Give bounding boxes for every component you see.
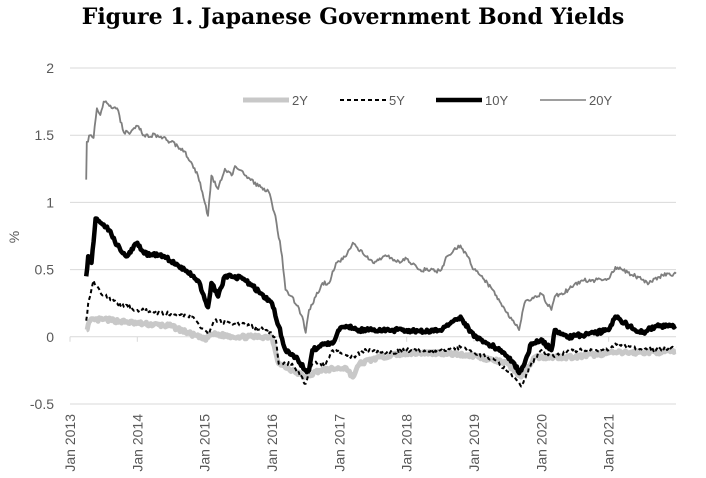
x-tick-label: Jan 2020	[533, 414, 549, 472]
y-tick-label: -0.5	[30, 396, 54, 412]
x-tick-label: Jan 2014	[129, 414, 145, 472]
x-tick-label: Jan 2019	[466, 414, 482, 472]
x-tick-label: Jan 2021	[601, 414, 617, 472]
x-tick-label: Jan 2016	[264, 414, 280, 472]
series-line-10Y	[83, 216, 678, 376]
chart-title: Figure 1. Japanese Government Bond Yield…	[81, 4, 625, 30]
y-tick-label: 1	[46, 194, 54, 210]
x-tick-label: Jan 2015	[197, 414, 213, 472]
y-tick-label: 0.5	[35, 262, 55, 278]
x-tick-label: Jan 2013	[62, 414, 78, 472]
legend-label: 10Y	[485, 93, 508, 108]
legend-label: 5Y	[389, 93, 405, 108]
y-tick-label: 1.5	[35, 127, 55, 143]
series-line-5Y	[85, 279, 677, 388]
series-line-20Y	[85, 100, 677, 334]
x-tick-label: Jan 2017	[331, 414, 347, 472]
y-tick-label: 2	[46, 60, 54, 76]
y-tick-label: 0	[46, 329, 54, 345]
y-axis-label: %	[6, 231, 22, 243]
x-tick-label: Jan 2018	[399, 414, 415, 472]
legend-label: 2Y	[292, 93, 308, 108]
series-line-2Y	[84, 315, 678, 381]
legend-label: 20Y	[589, 93, 612, 108]
